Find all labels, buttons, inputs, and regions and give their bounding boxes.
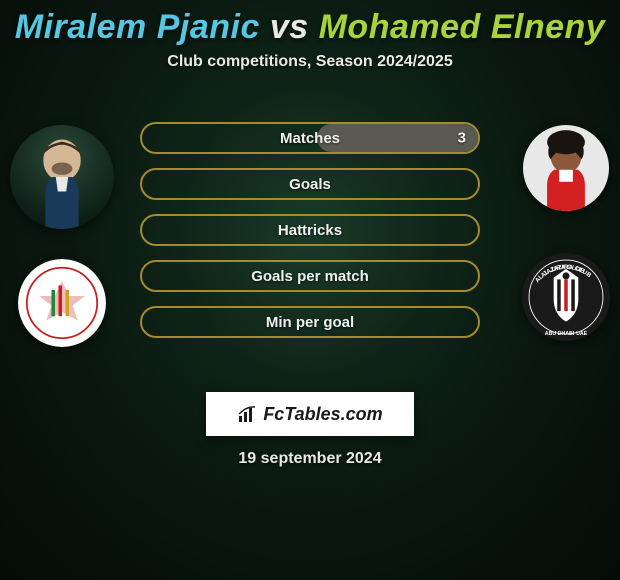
stat-label: Goals [289, 176, 331, 193]
stat-row-matches: Matches 3 [140, 122, 480, 154]
player1-avatar [10, 125, 114, 229]
title-vs: vs [270, 8, 309, 46]
stat-row-goals: Goals [140, 168, 480, 200]
content-root: Miralem Pjanic vs Mohamed Elneny Club co… [0, 0, 620, 580]
player1-avatar-icon [10, 125, 114, 229]
stat-label: Hattricks [278, 222, 342, 239]
player1-club-icon [18, 259, 106, 347]
stat-row-hattricks: Hattricks [140, 214, 480, 246]
brand-chart-icon [237, 404, 257, 424]
player2-avatar [523, 125, 609, 211]
brand-badge: FcTables.com [206, 392, 414, 436]
player2-club-logo: ABU DHABI·UAE AL JAZIRA CLUB AL JAZIRA C… [522, 253, 610, 341]
date-text: 19 september 2024 [238, 450, 381, 468]
left-player-block [10, 125, 114, 347]
player2-club-icon: ABU DHABI·UAE AL JAZIRA CLUB AL JAZIRA C… [522, 253, 610, 341]
title-player1: Miralem Pjanic [15, 8, 260, 46]
stat-row-goals-per-match: Goals per match [140, 260, 480, 292]
stat-fill-right [317, 124, 478, 152]
subtitle: Club competitions, Season 2024/2025 [0, 53, 620, 71]
stats-list: Matches 3 Goals Hattricks Goals per matc… [140, 122, 480, 338]
player2-avatar-icon [523, 125, 609, 211]
stat-row-min-per-goal: Min per goal [140, 306, 480, 338]
right-player-block: ABU DHABI·UAE AL JAZIRA CLUB AL JAZIRA C… [522, 125, 610, 341]
svg-text:ABU DHABI·UAE: ABU DHABI·UAE [545, 331, 588, 337]
stat-label: Matches [280, 130, 340, 147]
brand-text: FcTables.com [263, 404, 382, 425]
stat-label: Goals per match [251, 268, 369, 285]
player1-club-logo [18, 259, 106, 347]
stat-value-right: 3 [458, 130, 466, 147]
stat-label: Min per goal [266, 314, 354, 331]
title-player2: Mohamed Elneny [319, 8, 606, 46]
page-title: Miralem Pjanic vs Mohamed Elneny [0, 0, 620, 47]
